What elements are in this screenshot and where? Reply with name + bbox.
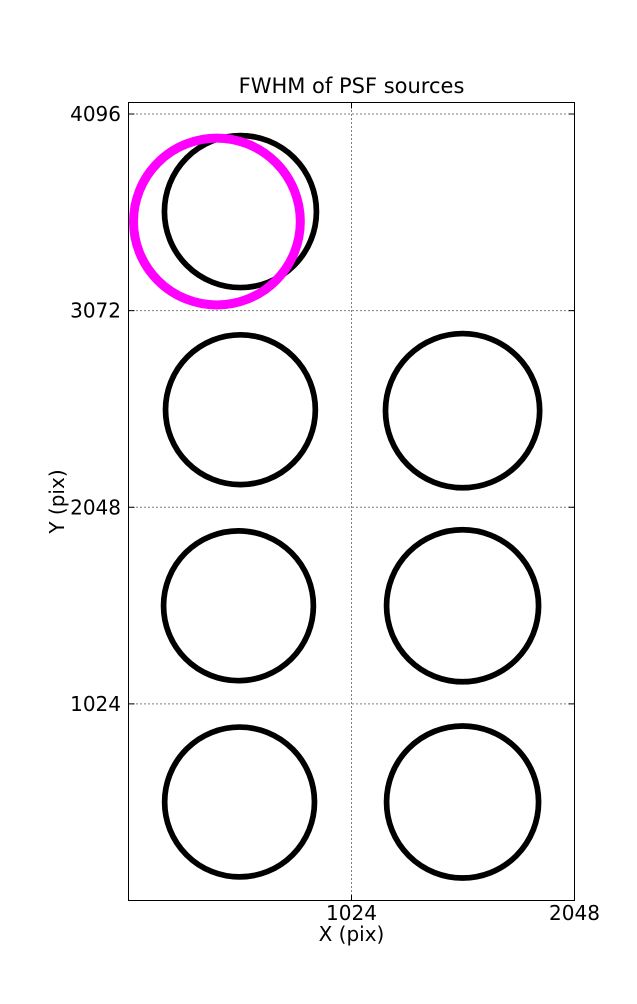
y-tick-label: 2048 bbox=[70, 495, 121, 519]
psf-source-marker bbox=[383, 526, 542, 685]
y-axis-label: Y (pix) bbox=[45, 469, 69, 534]
y-tick-label: 4096 bbox=[70, 102, 121, 126]
source-markers bbox=[129, 132, 543, 881]
psf-source-marker bbox=[161, 724, 318, 880]
x-tick-label: 2048 bbox=[549, 901, 600, 925]
x-axis-label: X (pix) bbox=[319, 922, 385, 946]
psf-source-marker bbox=[383, 723, 542, 881]
y-tick-label: 3072 bbox=[70, 299, 121, 323]
psf-source-marker bbox=[160, 527, 317, 684]
chart-title: FWHM of PSF sources bbox=[239, 74, 465, 98]
y-tick-label: 1024 bbox=[70, 692, 121, 716]
psf-source-marker bbox=[161, 132, 320, 291]
axis-tick-labels: 1024 2048 1024 2048 3072 4096 bbox=[70, 102, 600, 925]
psf-source-marker bbox=[382, 330, 543, 491]
psf-source-marker bbox=[162, 331, 319, 488]
x-tick-label: 1024 bbox=[326, 901, 377, 925]
axis-ticks bbox=[128, 102, 575, 901]
highlighted-source-marker bbox=[129, 133, 305, 310]
